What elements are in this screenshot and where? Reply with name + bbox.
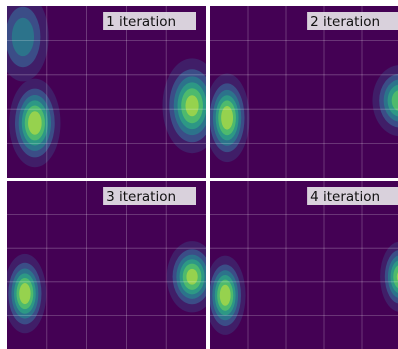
density-blob: [210, 73, 250, 163]
contour-level: [221, 106, 234, 130]
panel-label: 3 iteration: [106, 189, 176, 205]
panel-label-box: [103, 187, 196, 205]
panel-label-box: [307, 187, 398, 205]
density-blob: [210, 255, 246, 335]
panel-label: 1 iteration: [106, 14, 176, 30]
contour-level: [219, 284, 231, 306]
panel-label-box: [307, 12, 398, 30]
grid-lines: [7, 181, 206, 349]
contour-level: [185, 95, 199, 117]
density-blob: [372, 65, 398, 137]
contour-level: [28, 111, 42, 135]
heatmap-panel-1: 1 iteration: [7, 6, 206, 178]
panel-label: 4 iteration: [310, 189, 380, 205]
density-blob: [162, 58, 206, 154]
heatmap-panel-2: 2 iteration: [210, 6, 398, 178]
heatmap-panel-3: 3 iteration: [7, 181, 206, 349]
density-blob: [7, 253, 47, 334]
density-blob: [166, 241, 206, 313]
contour-level: [393, 265, 398, 289]
panel-background: [210, 181, 398, 349]
grid-lines: [7, 6, 206, 178]
contour-level: [186, 268, 198, 285]
contour-level: [391, 90, 398, 111]
grid-lines: [210, 181, 398, 349]
contour-level: [19, 283, 31, 305]
density-blob: [7, 6, 49, 82]
density-blob: [380, 241, 398, 312]
grid-lines: [210, 6, 398, 178]
panel-label-box: [103, 12, 196, 30]
density-blob: [9, 78, 61, 168]
contour-level: [11, 17, 35, 57]
panel-label: 2 iteration: [310, 14, 380, 30]
heatmap-panel-4: 4 iteration: [210, 181, 398, 349]
